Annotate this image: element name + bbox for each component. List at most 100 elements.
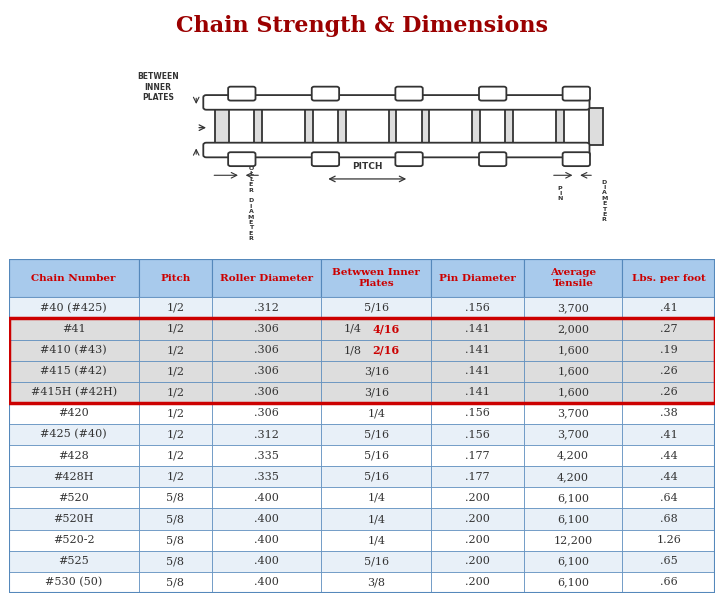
Bar: [524, 424, 622, 445]
Bar: [513, 108, 556, 145]
Bar: [524, 259, 622, 297]
Text: .200: .200: [466, 535, 490, 545]
Bar: [255, 108, 269, 145]
Bar: [9, 488, 138, 509]
Text: #530 (50): #530 (50): [45, 577, 102, 588]
Text: .400: .400: [254, 556, 279, 566]
Bar: [138, 340, 211, 361]
Bar: [321, 259, 431, 297]
Bar: [321, 361, 431, 382]
Bar: [138, 424, 211, 445]
Bar: [431, 361, 524, 382]
Text: 3,700: 3,700: [557, 408, 589, 418]
Bar: [622, 297, 715, 318]
FancyBboxPatch shape: [395, 152, 423, 166]
Text: .26: .26: [660, 366, 678, 376]
Text: .400: .400: [254, 577, 279, 588]
Bar: [524, 297, 622, 318]
Bar: [524, 318, 622, 340]
Text: 3,700: 3,700: [557, 303, 589, 313]
Text: 6,100: 6,100: [557, 577, 589, 588]
FancyBboxPatch shape: [228, 152, 256, 166]
Text: 5/8: 5/8: [167, 556, 184, 566]
Bar: [431, 382, 524, 403]
Text: #425 (#40): #425 (#40): [41, 429, 107, 439]
Text: 5/8: 5/8: [167, 535, 184, 545]
Bar: [622, 382, 715, 403]
Bar: [9, 297, 138, 318]
Text: .177: .177: [466, 451, 490, 461]
Bar: [622, 488, 715, 509]
Text: .141: .141: [466, 324, 490, 334]
Bar: [321, 509, 431, 530]
Text: 4,200: 4,200: [557, 472, 589, 482]
Text: .306: .306: [254, 345, 279, 355]
Text: 1/8: 1/8: [344, 345, 362, 355]
Text: BETWEEN
INNER
PLATES: BETWEEN INNER PLATES: [138, 72, 179, 102]
Text: .200: .200: [466, 556, 490, 566]
Bar: [298, 108, 313, 145]
Bar: [431, 403, 524, 424]
Bar: [9, 340, 138, 361]
Text: Pitch: Pitch: [160, 273, 190, 282]
Text: 5/16: 5/16: [363, 472, 389, 482]
Text: .27: .27: [660, 324, 678, 334]
Text: #428H: #428H: [54, 472, 94, 482]
Text: Pin Diameter: Pin Diameter: [439, 273, 516, 282]
Bar: [622, 551, 715, 572]
Bar: [550, 108, 563, 145]
Bar: [524, 340, 622, 361]
Text: 1,600: 1,600: [557, 366, 589, 376]
Bar: [431, 466, 524, 488]
Text: #410 (#43): #410 (#43): [41, 345, 107, 355]
Text: .66: .66: [660, 577, 678, 588]
Bar: [9, 403, 138, 424]
Text: .306: .306: [254, 387, 279, 397]
Text: #520-2: #520-2: [53, 535, 94, 545]
Bar: [138, 403, 211, 424]
Bar: [262, 108, 305, 145]
Text: 1/4: 1/4: [367, 493, 385, 503]
Bar: [9, 424, 138, 445]
Text: 4/16: 4/16: [373, 323, 400, 335]
FancyBboxPatch shape: [203, 143, 589, 157]
Bar: [321, 318, 431, 340]
Text: .156: .156: [466, 430, 490, 439]
Bar: [622, 340, 715, 361]
Bar: [505, 108, 520, 145]
Text: .41: .41: [660, 303, 678, 313]
Bar: [345, 108, 389, 145]
Bar: [321, 424, 431, 445]
Bar: [524, 382, 622, 403]
Bar: [321, 488, 431, 509]
Text: Betwwen Inner
Plates: Betwwen Inner Plates: [332, 268, 420, 288]
Bar: [466, 108, 480, 145]
Text: 6,100: 6,100: [557, 556, 589, 566]
Bar: [138, 297, 211, 318]
Bar: [9, 530, 138, 551]
Text: .141: .141: [466, 366, 490, 376]
Bar: [431, 424, 524, 445]
Bar: [622, 466, 715, 488]
Text: .200: .200: [466, 577, 490, 588]
Bar: [431, 551, 524, 572]
Bar: [211, 530, 321, 551]
Text: .44: .44: [660, 472, 678, 482]
Text: R
O
L
L
E
R
 
D
I
A
M
E
T
E
R: R O L L E R D I A M E T E R: [248, 161, 254, 241]
Text: 12,200: 12,200: [554, 535, 593, 545]
FancyBboxPatch shape: [479, 152, 506, 166]
Text: 3/16: 3/16: [363, 387, 389, 397]
Bar: [138, 572, 211, 593]
Text: 1/2: 1/2: [167, 408, 184, 418]
Text: Average
Tensile: Average Tensile: [550, 268, 597, 288]
Bar: [9, 318, 715, 403]
Text: #415 (#42): #415 (#42): [41, 366, 107, 376]
Bar: [211, 424, 321, 445]
FancyBboxPatch shape: [563, 152, 590, 166]
Text: .306: .306: [254, 324, 279, 334]
Text: 3/8: 3/8: [367, 577, 385, 588]
Bar: [431, 445, 524, 466]
Bar: [622, 318, 715, 340]
Text: 1.26: 1.26: [656, 535, 681, 545]
Bar: [9, 466, 138, 488]
